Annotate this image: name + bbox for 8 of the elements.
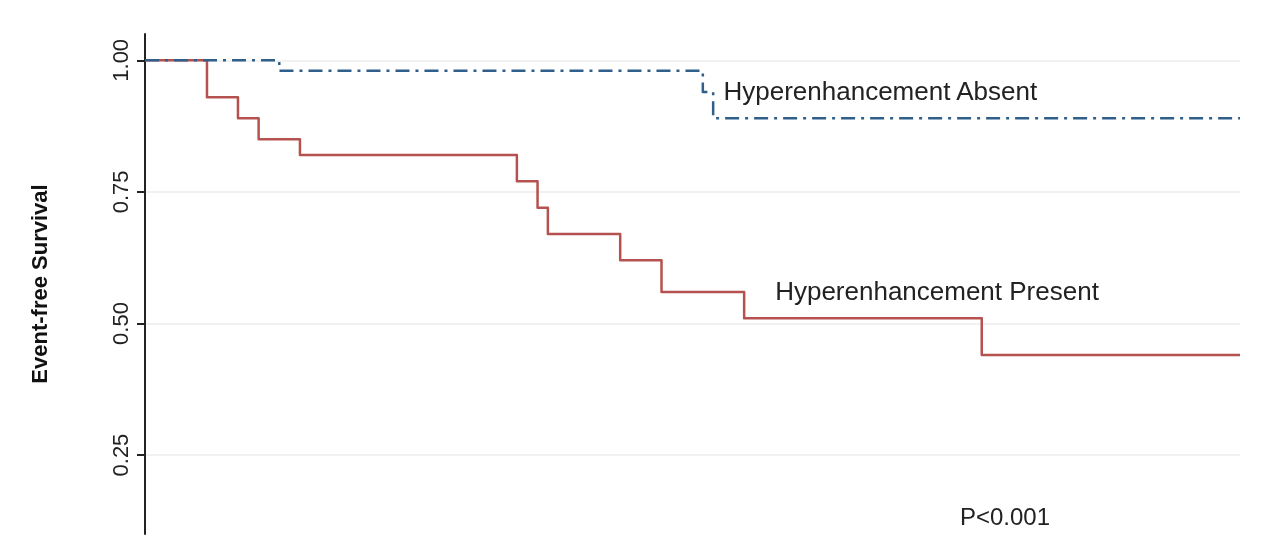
y-tick-label: 1.00 xyxy=(107,38,133,82)
series-label: Hyperenhancement Present xyxy=(775,276,1100,307)
y-tick-label: 0.75 xyxy=(107,170,133,214)
annotation: P<0.001 xyxy=(959,502,1051,530)
y-axis-title: Event-free Survival xyxy=(26,184,52,384)
series-label: Hyperenhancement Absent xyxy=(723,76,1038,107)
y-tick-label: 0.25 xyxy=(107,433,133,477)
y-tick-label: 0.50 xyxy=(107,302,133,345)
